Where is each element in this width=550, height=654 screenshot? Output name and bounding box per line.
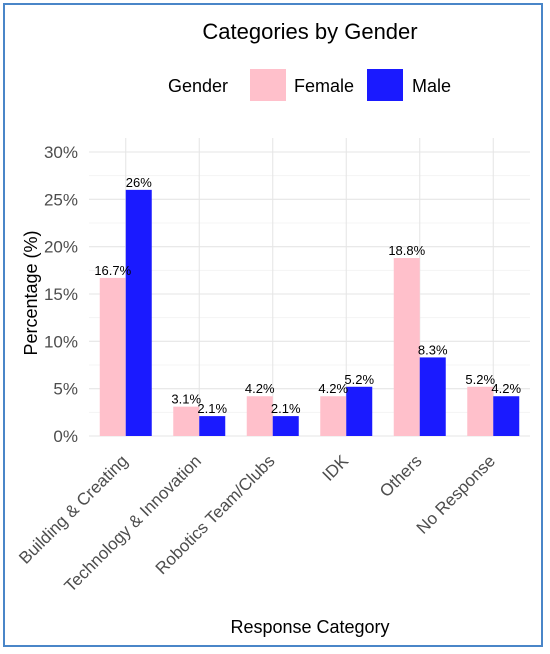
- bar-male: [493, 396, 520, 436]
- bar-value-label: 4.2%: [491, 381, 521, 396]
- legend-label-male: Male: [412, 76, 451, 96]
- bar-labels: 16.7% 3.1% 4.2% 4.2% 18.8% 5.2% 26% 2.1% 2.1% 5.2…: [94, 175, 521, 416]
- y-tick-label: 10%: [44, 332, 78, 351]
- legend-title: Gender: [168, 76, 228, 96]
- bars: [99, 189, 520, 436]
- bar-male: [125, 189, 152, 436]
- y-tick-label: 0%: [53, 427, 78, 446]
- y-tick-label: 25%: [44, 190, 78, 209]
- bar-female: [320, 396, 347, 436]
- bar-value-label: 26%: [126, 175, 152, 190]
- bar-value-label: 8.3%: [418, 342, 448, 357]
- bar-female: [173, 406, 200, 436]
- bar-value-label: 5.2%: [344, 372, 374, 387]
- x-tick-label: Robotics Team/Clubs: [152, 451, 279, 578]
- y-tick-label: 5%: [53, 380, 78, 399]
- x-axis-title: Response Category: [230, 617, 389, 637]
- bar-value-label: 2.1%: [271, 401, 301, 416]
- bar-value-label: 16.7%: [94, 263, 131, 278]
- bar-value-label: 4.2%: [245, 381, 275, 396]
- bar-value-label: 2.1%: [197, 401, 227, 416]
- bar-female: [467, 386, 494, 436]
- legend-label-female: Female: [294, 76, 354, 96]
- bar-value-label: 3.1%: [171, 392, 201, 407]
- bar-male: [272, 416, 299, 436]
- bar-female: [246, 396, 273, 436]
- bar-male: [419, 357, 446, 436]
- bar-male: [346, 386, 373, 436]
- y-tick-label: 15%: [44, 285, 78, 304]
- x-tick-label: No Response: [413, 451, 499, 537]
- bar-value-label: 5.2%: [465, 372, 495, 387]
- y-tick-label: 30%: [44, 143, 78, 162]
- bar-female: [99, 277, 126, 436]
- legend: Gender Female Male: [168, 69, 451, 101]
- bar-value-label: 4.2%: [318, 381, 348, 396]
- bar-female: [393, 258, 420, 436]
- gridlines: [89, 138, 530, 437]
- legend-swatch-female: [250, 69, 286, 101]
- y-tick-label: 20%: [44, 238, 78, 257]
- y-axis-title: Percentage (%): [21, 230, 41, 355]
- bar-value-label: 18.8%: [388, 243, 425, 258]
- x-tick-label: Technology & Innovation: [61, 451, 205, 595]
- chart-title: Categories by Gender: [202, 19, 417, 44]
- x-tick-label: Others: [376, 451, 426, 501]
- x-tick-label: IDK: [319, 451, 353, 485]
- y-axis-ticks: 0% 5% 10% 15% 20% 25% 30%: [44, 143, 78, 446]
- legend-swatch-male: [367, 69, 403, 101]
- bar-male: [199, 416, 226, 436]
